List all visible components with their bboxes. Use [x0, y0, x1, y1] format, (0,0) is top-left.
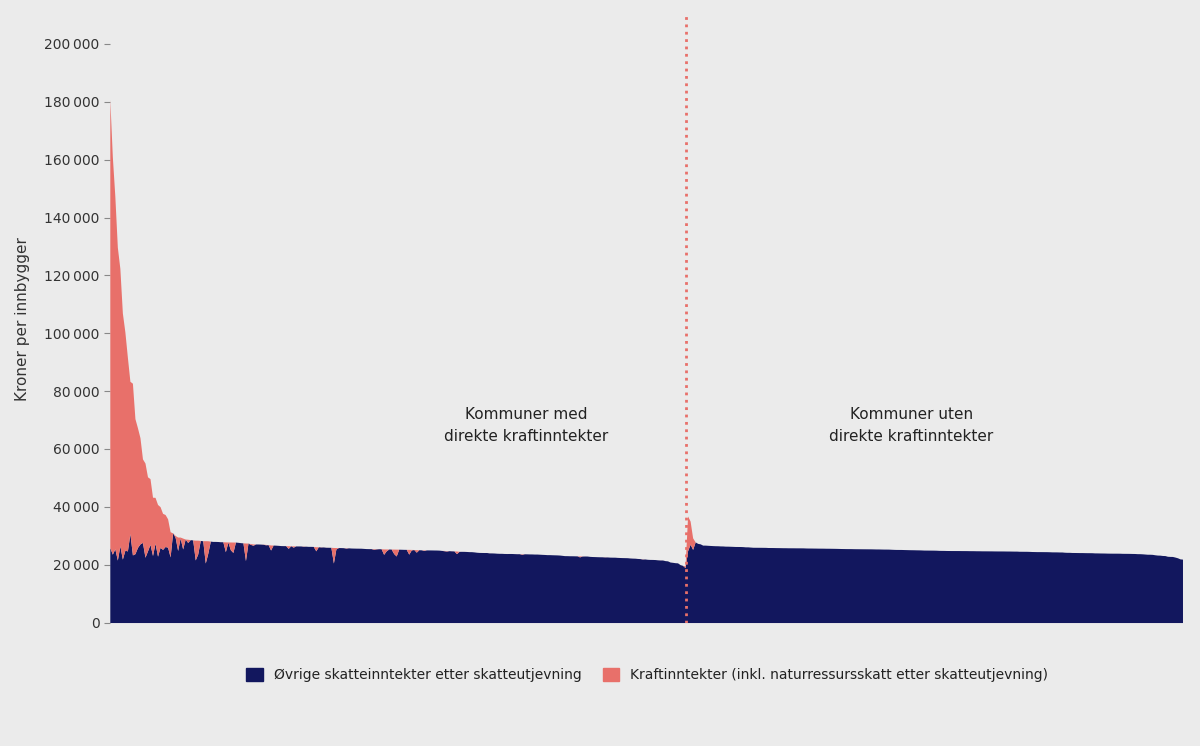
Text: Kommuner uten
direkte kraftinntekter: Kommuner uten direkte kraftinntekter	[829, 407, 994, 445]
Legend: Øvrige skatteinntekter etter skatteutjevning, Kraftinntekter (inkl. naturressurs: Øvrige skatteinntekter etter skatteutjev…	[246, 668, 1049, 683]
Y-axis label: Kroner per innbygger: Kroner per innbygger	[14, 236, 30, 401]
Text: Kommuner med
direkte kraftinntekter: Kommuner med direkte kraftinntekter	[444, 407, 608, 445]
